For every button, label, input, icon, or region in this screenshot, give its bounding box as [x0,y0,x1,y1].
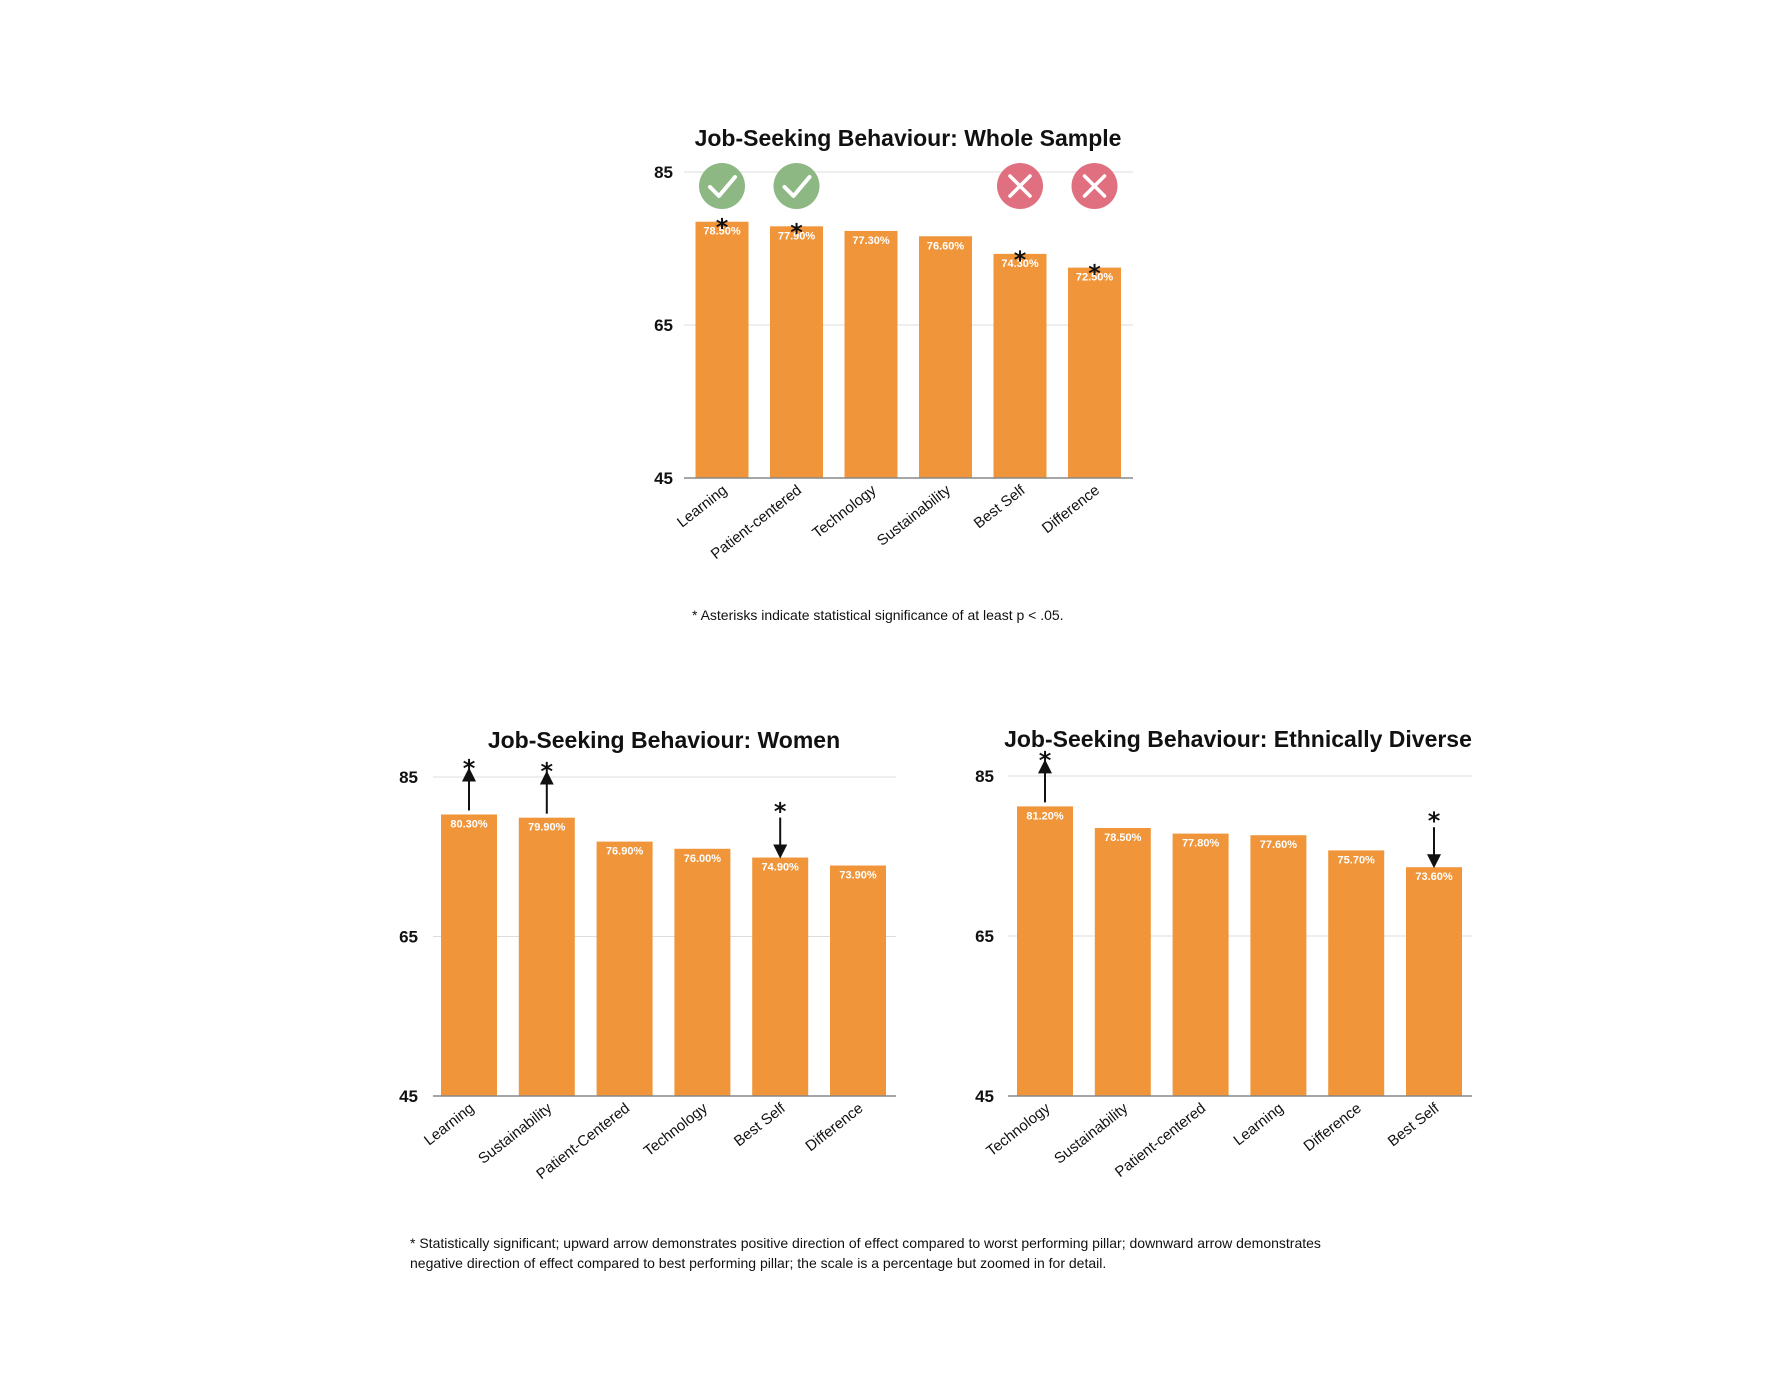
data-label: 77.80% [1182,838,1220,850]
x-tick-label: Learning [421,1100,477,1149]
significance-star: * [1014,246,1027,274]
data-label: 76.90% [606,846,644,858]
x-tick-label: Best Self [971,481,1029,532]
data-label: 75.70% [1338,854,1376,866]
women-chart: Job-Seeking Behaviour: Women 45 65 85 80.30… [399,727,896,1183]
significance-star: * [774,798,787,826]
bar [695,221,749,478]
footnote-significance: * Asterisks indicate statistical signifi… [692,607,1064,623]
ethnically-diverse-chart: Job-Seeking Behaviour: Ethnically Divers… [975,726,1472,1181]
whole-sample-chart: Job-Seeking Behaviour: Whole Sample 45 65… [654,125,1133,563]
x-tick-label: Difference [802,1100,866,1155]
bar [1172,833,1229,1096]
y-tick-label: 45 [399,1087,418,1106]
data-label: 77.60% [1260,839,1298,851]
data-label: 77.30% [852,235,890,247]
significance-star: * [716,214,729,242]
data-label: 78.50% [703,226,741,238]
significance-star: * [1039,746,1052,774]
significance-star: * [790,218,803,246]
bar [1017,806,1073,1096]
data-label: 78.50% [1104,832,1142,844]
y-tick-label: 85 [975,767,994,786]
data-label: 74.30% [1001,258,1039,270]
bar [844,230,898,478]
x-tick-label: Difference [1039,482,1103,537]
y-tick-label: 65 [399,928,418,947]
check-icon [699,163,745,209]
cross-icon [1071,163,1118,209]
bar [1328,850,1385,1096]
data-label: 79.90% [528,822,566,834]
bar [518,817,575,1096]
data-label: 77.90% [778,230,816,242]
x-tick-label: Best Self [731,1099,789,1150]
data-label: 73.60% [1415,871,1453,883]
x-tick-label: Sustainability [475,1099,556,1167]
x-tick-label: Learning [674,482,730,531]
bar [1094,828,1151,1096]
chart-title: Job-Seeking Behaviour: Women [488,727,840,753]
bar [596,841,653,1096]
significance-star: * [1428,807,1441,835]
data-label: 76.00% [684,853,722,865]
bar [919,236,972,478]
bar [770,226,823,478]
data-label: 74.90% [762,862,800,874]
x-tick-label: Sustainability [1051,1099,1132,1167]
y-tick-label: 65 [654,316,673,335]
data-label: 80.30% [450,818,488,830]
bar [1406,867,1462,1096]
bar [830,865,886,1096]
chart-title: Job-Seeking Behaviour: Ethnically Divers… [1004,726,1472,752]
cross-icon [997,163,1043,209]
y-tick-label: 65 [975,927,994,946]
significance-star: * [1088,260,1101,288]
data-label: 76.60% [927,240,965,252]
x-tick-label: Difference [1301,1100,1365,1155]
footnote-arrows-line-1: * Statistically significant; upward arro… [410,1235,1321,1251]
x-tick-label: Technology [983,1099,1054,1159]
bar [1250,835,1307,1096]
bar [752,857,809,1096]
significance-star: * [463,754,476,782]
check-icon [773,163,820,209]
chart-title: Job-Seeking Behaviour: Whole Sample [695,125,1122,151]
y-tick-label: 45 [654,469,673,488]
bar [1068,267,1121,478]
data-label: 73.90% [839,870,877,882]
bar [993,253,1047,478]
x-tick-label: Learning [1230,1100,1286,1149]
footnote-arrows-line-2: negative direction of effect compared to… [410,1255,1106,1271]
y-tick-label: 85 [399,768,418,787]
data-label: 72.50% [1076,272,1114,284]
significance-star: * [541,758,554,786]
bar [441,814,497,1096]
x-tick-label: Technology [809,481,880,541]
x-tick-label: Best Self [1385,1099,1443,1150]
bar [674,848,731,1096]
x-tick-label: Sustainability [874,481,955,549]
x-tick-label: Technology [641,1099,712,1159]
data-label: 81.20% [1026,810,1064,822]
y-tick-label: 45 [975,1087,994,1106]
y-tick-label: 85 [654,163,673,182]
